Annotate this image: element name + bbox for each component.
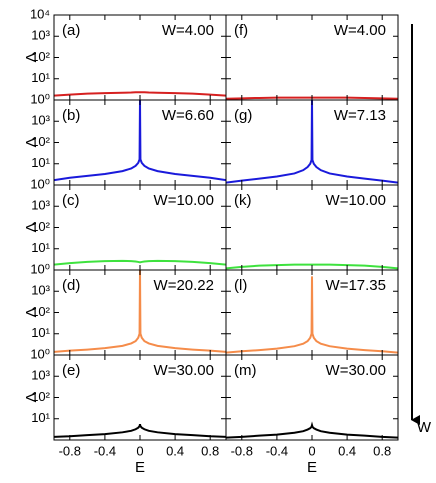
y-tick-label: 10²	[31, 134, 50, 149]
y-tick-label: 10²	[31, 219, 50, 234]
y-tick-label: 10⁰	[30, 91, 50, 106]
x-tick-label: -0.8	[59, 443, 81, 458]
w-annotation: W=10.00	[154, 192, 214, 209]
y-tick-label: 10⁴	[30, 6, 50, 21]
y-axis-label: Λ	[23, 222, 40, 232]
w-annotation: W=4.00	[162, 22, 214, 39]
panel-label: (e)	[62, 362, 80, 379]
panel-label: (k)	[234, 192, 252, 209]
y-tick-label: 10³	[31, 28, 50, 43]
y-tick-label: 10²	[31, 389, 50, 404]
y-axis-label: Λ	[23, 392, 40, 402]
y-tick-label: 10¹	[31, 240, 50, 255]
panel-label: (m)	[234, 362, 257, 379]
curve	[226, 276, 398, 354]
y-tick-label: 10¹	[31, 410, 50, 425]
y-tick-label: 10¹	[31, 70, 50, 85]
panel-label: (d)	[62, 277, 80, 294]
y-tick-label: 10¹	[31, 325, 50, 340]
y-tick-label: 10¹	[31, 155, 50, 170]
y-axis-label: Λ	[23, 137, 40, 147]
x-axis-label: E	[307, 459, 317, 476]
panel-label: (g)	[234, 107, 252, 124]
x-tick-label: 0.8	[373, 443, 391, 458]
x-tick-label: 0.8	[201, 443, 219, 458]
w-annotation: W=20.22	[154, 277, 214, 294]
w-annotation: W=30.00	[326, 362, 386, 379]
w-annotation: W=4.00	[334, 22, 386, 39]
x-tick-label: 0	[136, 443, 143, 458]
panel-label: (b)	[62, 107, 80, 124]
x-axis-label: E	[135, 459, 145, 476]
w-annotation: W=7.13	[334, 107, 386, 124]
y-tick-label: 10³	[31, 113, 50, 128]
w-annotation: W=30.00	[154, 362, 214, 379]
panel-label: (f)	[234, 22, 248, 39]
panel-label: (a)	[62, 22, 80, 39]
y-tick-label: 10⁰	[30, 176, 50, 191]
x-tick-label: -0.4	[94, 443, 116, 458]
panel-label: (l)	[234, 277, 247, 294]
x-tick-label: -0.8	[231, 443, 253, 458]
y-axis-label: Λ	[23, 307, 40, 317]
y-axis-label: Λ	[23, 52, 40, 62]
curve	[54, 259, 226, 266]
x-tick-label: -0.4	[266, 443, 288, 458]
w-annotation: W=17.35	[326, 277, 386, 294]
curve	[54, 424, 226, 438]
x-tick-label: 0	[308, 443, 315, 458]
y-tick-label: 10²	[31, 304, 50, 319]
y-tick-label: 10³	[31, 198, 50, 213]
y-tick-label: 10²	[31, 49, 50, 64]
x-tick-label: 0.4	[338, 443, 356, 458]
arrow-label: W	[417, 419, 432, 436]
y-tick-label: 10³	[31, 283, 50, 298]
w-annotation: W=6.60	[162, 107, 214, 124]
y-tick-label: 10³	[31, 368, 50, 383]
y-tick-label: 10⁰	[30, 346, 50, 361]
curve	[226, 421, 398, 439]
y-tick-label: 10⁰	[30, 261, 50, 276]
curve	[54, 91, 226, 97]
w-annotation: W=10.00	[326, 192, 386, 209]
panel-label: (c)	[62, 192, 80, 209]
x-tick-label: 0.4	[166, 443, 184, 458]
